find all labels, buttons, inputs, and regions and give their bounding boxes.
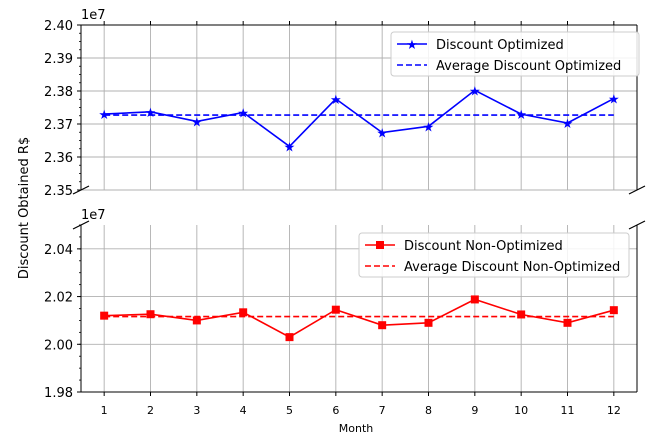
- bottom-ytick-label-0: 1.98: [44, 386, 73, 401]
- bottom-ytick-label-1: 2.00: [44, 338, 73, 353]
- top-legend-box: [390, 31, 640, 77]
- axis-break-mark-3: [628, 220, 646, 230]
- bottom-point-4: [239, 308, 248, 317]
- bottom-legend-box: [358, 232, 630, 278]
- y-axis-label: Discount Obtained R$: [17, 137, 32, 279]
- top-point-3: ★: [191, 115, 203, 130]
- xtick-label-12: 12: [607, 404, 621, 417]
- xtick-label-1: 1: [101, 404, 108, 417]
- bottom-point-9: [470, 295, 479, 304]
- bottom-offset-label: 1e7: [81, 208, 106, 223]
- xtick-label-3: 3: [193, 404, 200, 417]
- xtick-label-10: 10: [514, 404, 528, 417]
- top-ytick-label-3: 2.38: [44, 85, 73, 100]
- top-point-8: ★: [423, 120, 435, 135]
- xtick-label-8: 8: [425, 404, 432, 417]
- xtick-label-4: 4: [240, 404, 247, 417]
- top-ytick-label-5: 2.40: [44, 19, 73, 34]
- top-legend-marker-0: ★: [406, 38, 418, 53]
- bottom-point-2: [146, 310, 155, 319]
- bottom-ytick-label-2: 2.02: [44, 291, 73, 306]
- bottom-point-10: [517, 310, 526, 319]
- top-series-line-0: [104, 89, 615, 148]
- bottom-legend-label-1: Average Discount Non-Optimized: [404, 260, 620, 275]
- top-ytick-label-1: 2.36: [44, 151, 73, 166]
- axis-break-mark-2: [72, 220, 90, 230]
- xtick-label-9: 9: [471, 404, 478, 417]
- top-ytick-label-4: 2.39: [44, 52, 73, 67]
- xtick-label-6: 6: [332, 404, 339, 417]
- xtick-label-2: 2: [147, 404, 154, 417]
- bottom-point-12: [609, 306, 618, 315]
- xtick-label-7: 7: [379, 404, 386, 417]
- xtick-label-5: 5: [286, 404, 293, 417]
- bottom-ytick-label-3: 2.04: [44, 243, 73, 258]
- bottom-point-5: [285, 333, 294, 342]
- bottom-point-6: [331, 305, 340, 314]
- top-point-12: ★: [608, 93, 620, 108]
- axis-break-mark-1: [628, 185, 646, 195]
- bottom-point-1: [100, 311, 109, 320]
- top-legend-label-1: Average Discount Optimized: [436, 59, 621, 74]
- bottom-point-8: [424, 318, 433, 327]
- top-ytick-label-0: 2.35: [44, 184, 73, 199]
- top-point-1: ★: [98, 108, 110, 123]
- bottom-legend-marker-0: [376, 241, 384, 249]
- top-legend-label-0: Discount Optimized: [436, 38, 564, 53]
- bottom-series-line-0: [104, 298, 615, 339]
- bottom-point-7: [378, 321, 387, 330]
- x-axis-label: Month: [339, 422, 374, 435]
- top-point-6: ★: [330, 93, 342, 108]
- top-ytick-label-2: 2.37: [44, 118, 73, 133]
- top-point-11: ★: [562, 117, 574, 132]
- bottom-legend-label-0: Discount Non-Optimized: [404, 239, 563, 254]
- bottom-point-11: [563, 318, 572, 327]
- top-point-7: ★: [376, 127, 388, 142]
- axis-break-mark-0: [72, 185, 90, 195]
- top-point-5: ★: [284, 140, 296, 155]
- xtick-label-11: 11: [561, 404, 575, 417]
- bottom-point-3: [192, 316, 201, 325]
- top-point-2: ★: [145, 106, 157, 121]
- top-point-9: ★: [469, 84, 481, 99]
- top-offset-label: 1e7: [81, 8, 106, 23]
- top-point-4: ★: [237, 106, 249, 121]
